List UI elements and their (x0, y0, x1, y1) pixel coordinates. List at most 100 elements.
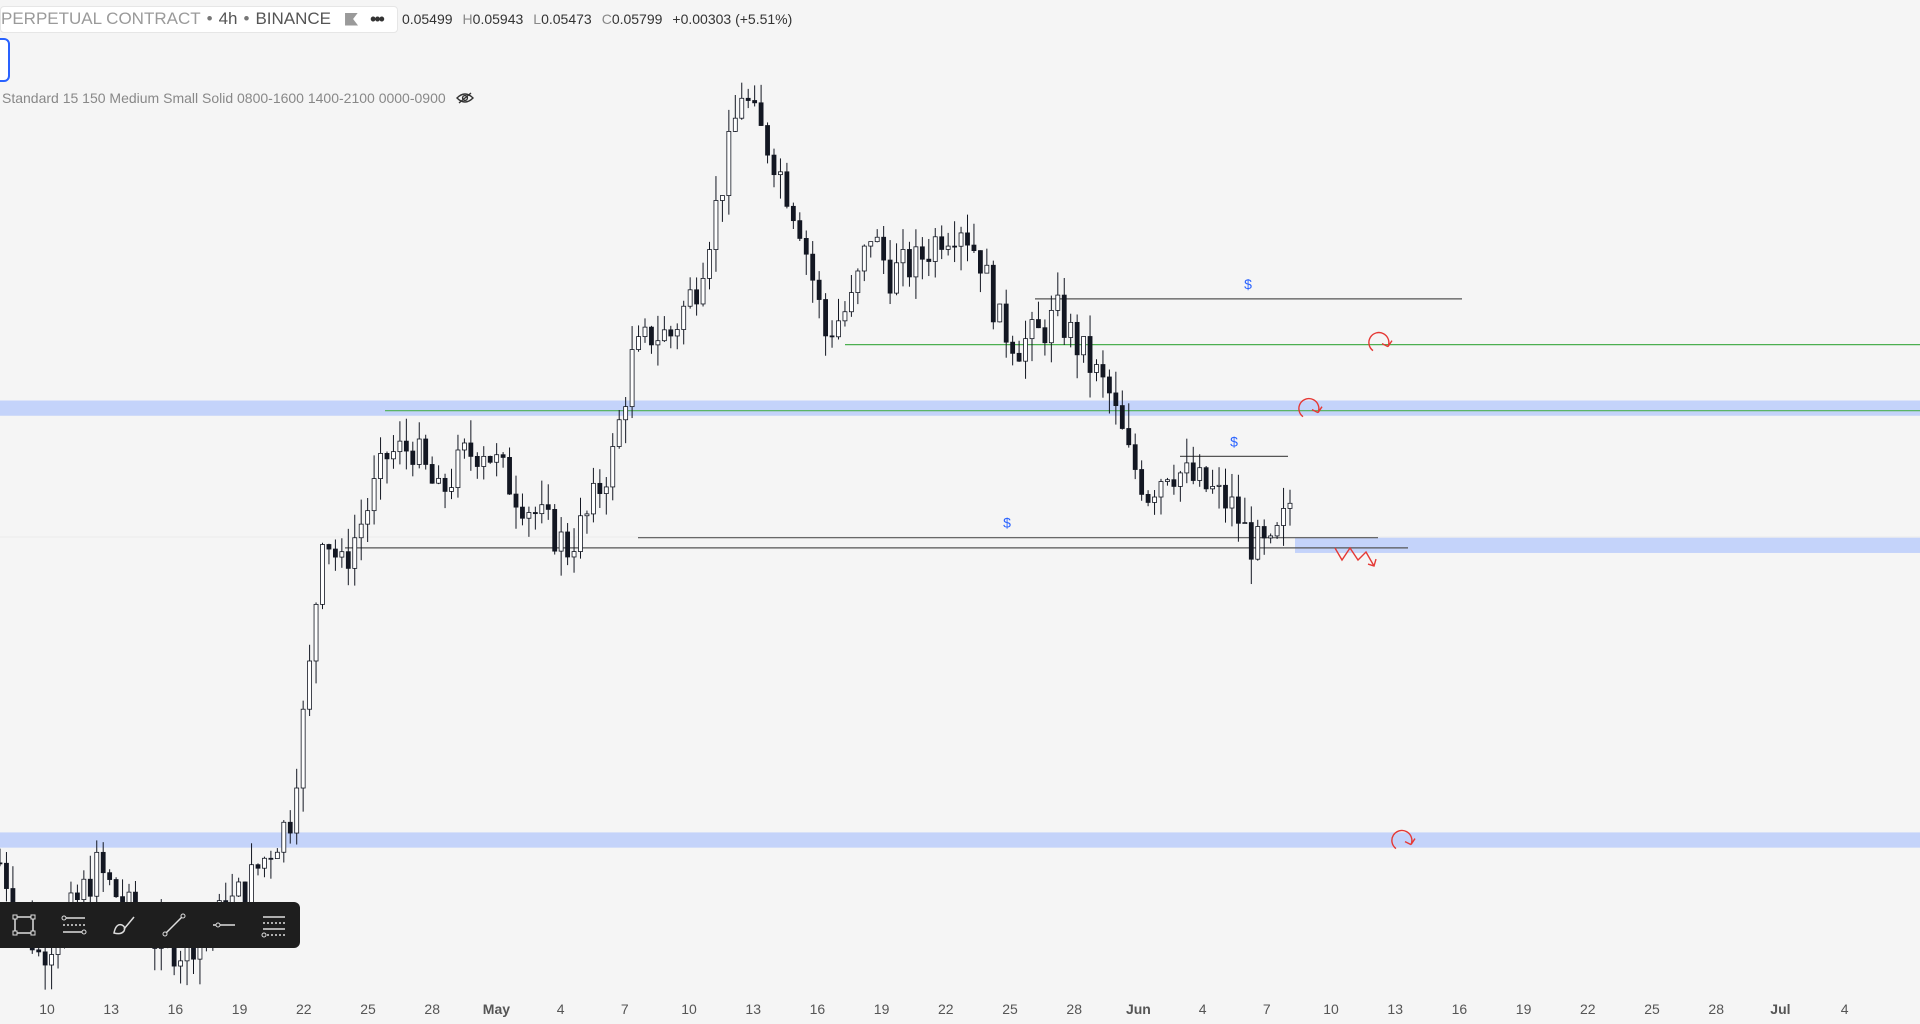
flag-icon[interactable] (345, 12, 359, 26)
x-tick-label: 13 (103, 1001, 119, 1017)
x-tick-label: 10 (681, 1001, 697, 1017)
indicator-legend[interactable]: Standard 15 150 Medium Small Solid 0800-… (2, 90, 474, 106)
candle-up (1048, 309, 1054, 344)
candle-up (94, 851, 100, 897)
trend-line-icon[interactable] (160, 911, 188, 939)
candle-down (113, 879, 119, 898)
candle-down (520, 506, 525, 519)
x-tick-label: 4 (1841, 1001, 1849, 1017)
brush-icon[interactable] (110, 911, 138, 939)
side-panel-toggle[interactable] (0, 38, 10, 82)
candle-up (1274, 525, 1280, 537)
eye-hidden-icon[interactable] (455, 92, 474, 104)
candle-down (532, 512, 538, 515)
candle-up (584, 513, 590, 517)
candle-down (810, 253, 816, 281)
candle-down (513, 493, 519, 508)
candle-down (790, 205, 796, 222)
symbol-box[interactable]: PERPETUAL CONTRACT • 4h • BINANCE ••• (0, 5, 398, 33)
candle-up (707, 249, 712, 279)
candle-up (294, 787, 300, 834)
candle-down (784, 171, 790, 207)
low-value: 0.05473 (541, 11, 592, 27)
candle-down (939, 236, 945, 250)
candle-up (49, 954, 54, 966)
parallel-channel-icon[interactable] (60, 911, 88, 939)
candle-down (1261, 526, 1267, 539)
candle-up (313, 603, 319, 662)
candle-down (919, 246, 925, 260)
x-tick-label: 16 (810, 1001, 826, 1017)
candle-down (384, 453, 390, 460)
candle-down (1003, 303, 1009, 343)
candle-down (1223, 484, 1228, 509)
x-tick-label: 7 (621, 1001, 629, 1017)
candle-up (1094, 364, 1099, 373)
horizontal-line-icon[interactable] (210, 911, 238, 939)
x-tick-label: 22 (1580, 1001, 1596, 1017)
candle-up (1184, 462, 1190, 474)
candle-up (674, 329, 680, 337)
candle-down (468, 442, 474, 457)
candle-down (287, 821, 293, 834)
rectangle-icon[interactable] (10, 911, 38, 939)
candle-down (990, 264, 996, 323)
candle-up (249, 864, 254, 906)
candle-down (1016, 352, 1022, 362)
liquidity-marker: $ (1003, 515, 1011, 531)
candle-down (1113, 392, 1119, 406)
x-tick-label: 13 (745, 1001, 761, 1017)
candle-up (81, 878, 87, 900)
candle-up (320, 544, 325, 605)
candle-down (268, 857, 274, 860)
candle-up (281, 821, 287, 853)
candle-down (771, 154, 777, 176)
candle-down (1100, 364, 1106, 378)
candle-up (868, 241, 874, 247)
candle-down (255, 864, 261, 869)
x-tick-label: 19 (874, 1001, 890, 1017)
candle-up (300, 708, 306, 789)
candle-down (107, 872, 113, 880)
x-tick-label: 22 (296, 1001, 312, 1017)
fib-retracement-icon[interactable] (260, 911, 288, 939)
candle-down (42, 951, 48, 966)
candle-down (326, 544, 332, 550)
candle-up (391, 451, 396, 460)
candle-up (378, 453, 383, 480)
x-tick-label: 16 (1452, 1001, 1468, 1017)
candle-down (1248, 522, 1254, 560)
candle-down (423, 438, 429, 465)
candle-up (539, 504, 545, 515)
reversal-arrow-annotation (1391, 829, 1416, 850)
candle-down (403, 440, 409, 452)
candle-up (358, 523, 364, 539)
candle-up (720, 195, 725, 201)
x-tick-label: 28 (1066, 1001, 1082, 1017)
candle-up (1023, 338, 1028, 362)
interval-label[interactable]: 4h (218, 9, 238, 28)
candle-down (1087, 336, 1093, 373)
x-tick-label: 22 (938, 1001, 954, 1017)
x-tick-label: 10 (39, 1001, 55, 1017)
more-dots-icon[interactable]: ••• (370, 8, 385, 29)
candle-up (455, 449, 461, 488)
liquidity-marker: $ (1244, 276, 1252, 292)
candle-down (4, 862, 9, 889)
candle-up (913, 246, 919, 278)
candle-down (507, 457, 512, 495)
x-tick-label: 16 (168, 1001, 184, 1017)
candle-up (1165, 479, 1170, 482)
candle-up (642, 326, 648, 338)
candle-up (687, 289, 693, 307)
candle-up (1055, 294, 1061, 311)
candle-up (984, 264, 990, 274)
candle-down (926, 258, 932, 262)
candle-up (778, 171, 783, 176)
x-tick-label: 4 (1199, 1001, 1207, 1017)
candle-down (907, 249, 912, 278)
demand-zone (0, 400, 1920, 416)
symbol-name[interactable]: PERPETUAL CONTRACT (1, 9, 201, 28)
candle-up (449, 487, 454, 492)
